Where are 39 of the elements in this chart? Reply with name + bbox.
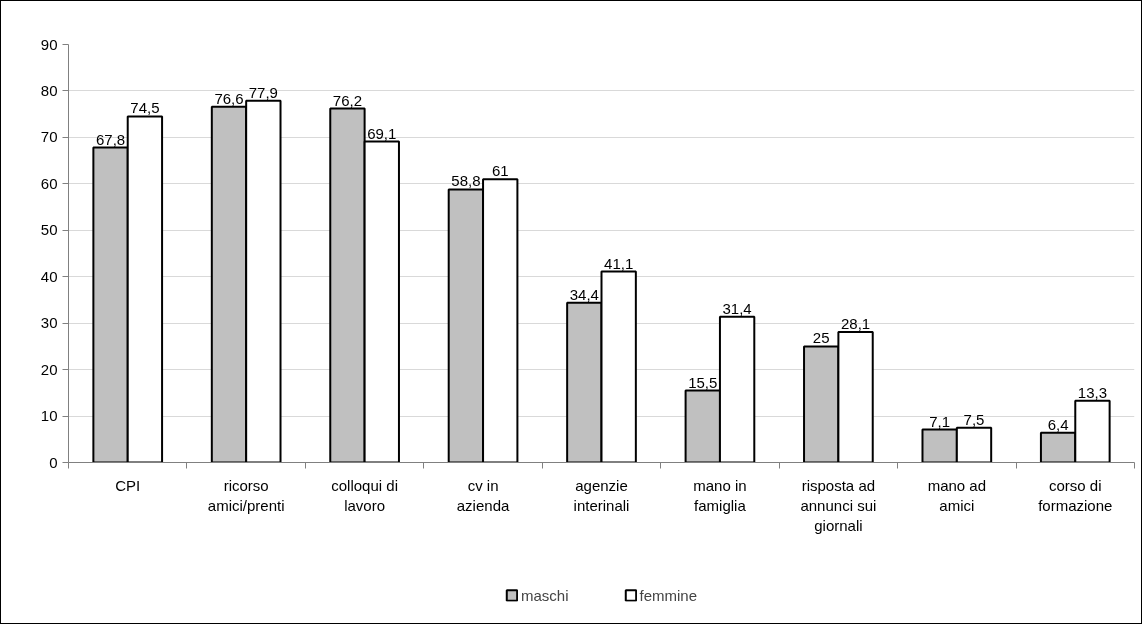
- data-label: 58,8: [451, 172, 481, 190]
- data-label: 74,5: [130, 99, 160, 117]
- x-tick-label: risposta ad annunci sui giornali: [800, 476, 877, 535]
- y-tick-label: 60: [40, 174, 58, 192]
- y-tick-label: 10: [40, 407, 58, 425]
- x-tick-label: CPI: [115, 476, 141, 494]
- y-tick-label: 80: [40, 81, 58, 99]
- y-tick-label: 30: [40, 314, 58, 332]
- data-label: 61: [491, 162, 509, 180]
- data-label: 76,2: [332, 91, 363, 109]
- y-tick-label: 0: [49, 453, 58, 471]
- y-tick-label: 90: [40, 35, 58, 53]
- data-label: 76,6: [214, 89, 244, 107]
- legend-label: maschi: [520, 586, 569, 604]
- x-tick-label: corso di formazione: [1038, 476, 1113, 514]
- data-label: 7,5: [963, 410, 985, 428]
- data-label: 28,1: [840, 314, 871, 332]
- x-tick-label: mano in famiglia: [693, 476, 747, 514]
- y-tick-label: 70: [40, 128, 58, 146]
- data-label: 31,4: [722, 299, 752, 317]
- y-tick-label: 40: [40, 267, 58, 285]
- data-label: 15,5: [688, 373, 718, 391]
- x-tick-label: cv in azienda: [456, 476, 510, 514]
- data-label: 6,4: [1047, 415, 1069, 433]
- y-tick-label: 20: [40, 360, 58, 378]
- x-tick-label: colloqui di lavoro: [331, 476, 398, 514]
- data-label: 41,1: [604, 254, 634, 272]
- data-label: 34,4: [569, 285, 599, 303]
- data-label: 77,9: [248, 83, 278, 101]
- y-tick-label: 50: [40, 221, 58, 239]
- legend-label: femmine: [639, 586, 698, 604]
- x-tick-label: mano ad amici: [927, 476, 987, 514]
- data-label: 69,1: [367, 124, 397, 142]
- x-tick-label: ricorso amici/prenti: [207, 476, 285, 514]
- data-label: 13,3: [1077, 383, 1108, 401]
- data-label: 7,1: [929, 412, 951, 430]
- data-label: 25: [812, 329, 830, 347]
- data-label: 67,8: [95, 130, 126, 148]
- x-tick-label: agenzie interinali: [573, 476, 630, 514]
